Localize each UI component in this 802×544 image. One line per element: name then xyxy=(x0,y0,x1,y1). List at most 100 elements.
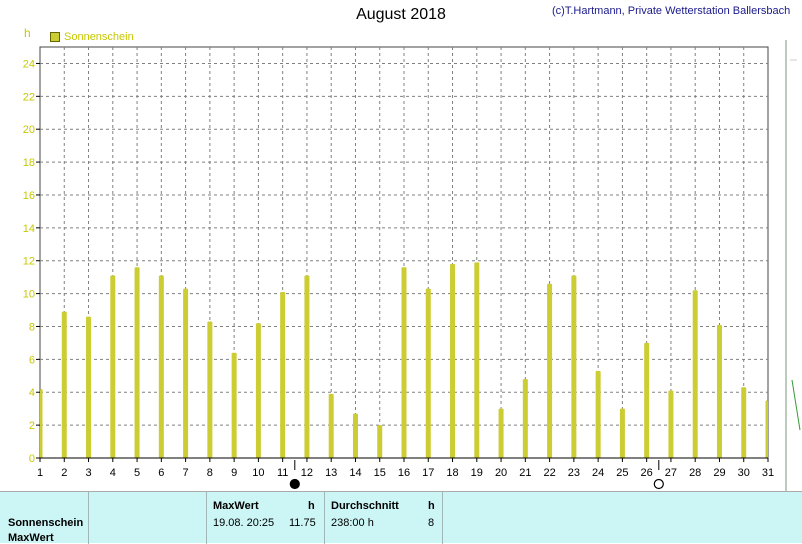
bar xyxy=(401,267,407,458)
x-tick-label: 2 xyxy=(61,467,67,479)
legend: Sonnenschein xyxy=(50,31,134,43)
row-label-maxwert: MaxWert xyxy=(8,532,54,544)
summary-col-max xyxy=(206,492,325,544)
x-tick-label: 4 xyxy=(110,467,116,479)
bar xyxy=(86,316,92,458)
max-header: MaxWert xyxy=(213,500,259,512)
x-tick-label: 6 xyxy=(158,467,164,479)
bar xyxy=(741,387,747,458)
bar xyxy=(595,370,601,458)
x-tick-label: 22 xyxy=(543,467,555,479)
max-time: 19.08. 20:25 xyxy=(213,517,275,529)
x-tick-label: 20 xyxy=(495,467,507,479)
x-tick-label: 3 xyxy=(85,467,91,479)
avg-unit: h xyxy=(428,500,435,512)
bar xyxy=(619,408,625,458)
bar xyxy=(692,290,698,458)
max-unit: h xyxy=(308,500,315,512)
x-tick-label: 30 xyxy=(738,467,750,479)
right-trace xyxy=(791,379,801,431)
x-tick-label: 29 xyxy=(713,467,725,479)
bar xyxy=(207,321,213,458)
summary-col-empty xyxy=(88,492,207,544)
y-tick-label: 6 xyxy=(29,354,35,366)
x-tick-label: 19 xyxy=(471,467,483,479)
x-tick-label: 18 xyxy=(446,467,458,479)
row-label-sonnenschein: Sonnenschein xyxy=(8,517,84,529)
x-tick-label: 23 xyxy=(568,467,580,479)
y-tick-label: 0 xyxy=(29,453,35,465)
bar xyxy=(158,275,164,458)
bar xyxy=(304,275,310,458)
x-tick-label: 1 xyxy=(37,467,43,479)
bar xyxy=(352,413,358,458)
avg-header: Durchschnitt xyxy=(331,500,399,512)
bar xyxy=(668,390,674,458)
x-tick-label: 9 xyxy=(231,467,237,479)
bar xyxy=(547,283,553,458)
bar xyxy=(498,408,504,458)
max-value: 11.75 xyxy=(289,517,316,529)
bar xyxy=(231,352,237,458)
bar xyxy=(450,264,456,458)
x-tick-label: 16 xyxy=(398,467,410,479)
y-tick-label: 16 xyxy=(23,190,35,202)
y-tick-label: 4 xyxy=(29,387,35,399)
avg-value: 8 xyxy=(428,517,435,529)
bar xyxy=(474,262,480,458)
bar xyxy=(110,275,116,458)
bar xyxy=(716,324,722,458)
bar xyxy=(571,275,577,458)
summary-panel: Sonnenschein MaxWert MaxWert h 19.08. 20… xyxy=(0,491,802,544)
y-tick-label: 22 xyxy=(23,91,35,103)
bar xyxy=(280,291,286,458)
bar xyxy=(522,379,528,458)
x-tick-label: 31 xyxy=(762,467,774,479)
avg-total: 238:00 h xyxy=(331,517,374,529)
summary-col-labels xyxy=(0,492,89,544)
y-tick-label: 20 xyxy=(23,124,35,136)
x-tick-label: 14 xyxy=(349,467,361,479)
summary-col-avg xyxy=(324,492,443,544)
x-tick-label: 10 xyxy=(252,467,264,479)
legend-label: Sonnenschein xyxy=(64,31,134,43)
x-tick-label: 17 xyxy=(422,467,434,479)
y-tick-label: 14 xyxy=(23,223,35,235)
bar xyxy=(425,288,431,458)
y-tick-label: 10 xyxy=(23,289,35,301)
full-moon-icon xyxy=(289,478,300,490)
chart-title: August 2018 xyxy=(356,6,446,23)
bar xyxy=(183,288,189,458)
credit-text: (c)T.Hartmann, Private Wetterstation Bal… xyxy=(552,5,791,17)
x-tick-label: 13 xyxy=(325,467,337,479)
bar xyxy=(40,388,43,458)
x-tick-label: 26 xyxy=(641,467,653,479)
legend-swatch xyxy=(50,32,60,42)
bar xyxy=(134,267,140,458)
x-tick-label: 8 xyxy=(207,467,213,479)
bar xyxy=(61,311,67,458)
y-axis-unit: h xyxy=(24,26,31,40)
x-tick-label: 27 xyxy=(665,467,677,479)
bar xyxy=(255,323,261,458)
x-tick-label: 5 xyxy=(134,467,140,479)
x-tick-label: 15 xyxy=(374,467,386,479)
x-tick-label: 24 xyxy=(592,467,604,479)
x-tick-label: 21 xyxy=(519,467,531,479)
bar xyxy=(765,400,768,458)
bar xyxy=(644,342,650,458)
x-tick-label: 12 xyxy=(301,467,313,479)
x-tick-label: 11 xyxy=(277,467,288,479)
y-tick-label: 18 xyxy=(23,157,35,169)
x-tick-label: 7 xyxy=(183,467,189,479)
bar xyxy=(328,393,334,458)
y-tick-label: 8 xyxy=(29,321,35,333)
y-tick-label: 12 xyxy=(23,256,35,268)
new-moon-icon xyxy=(653,478,664,490)
bar xyxy=(377,425,383,458)
x-tick-label: 28 xyxy=(689,467,701,479)
y-tick-label: 2 xyxy=(29,420,35,432)
x-tick-label: 25 xyxy=(616,467,628,479)
y-tick-label: 24 xyxy=(23,58,35,70)
